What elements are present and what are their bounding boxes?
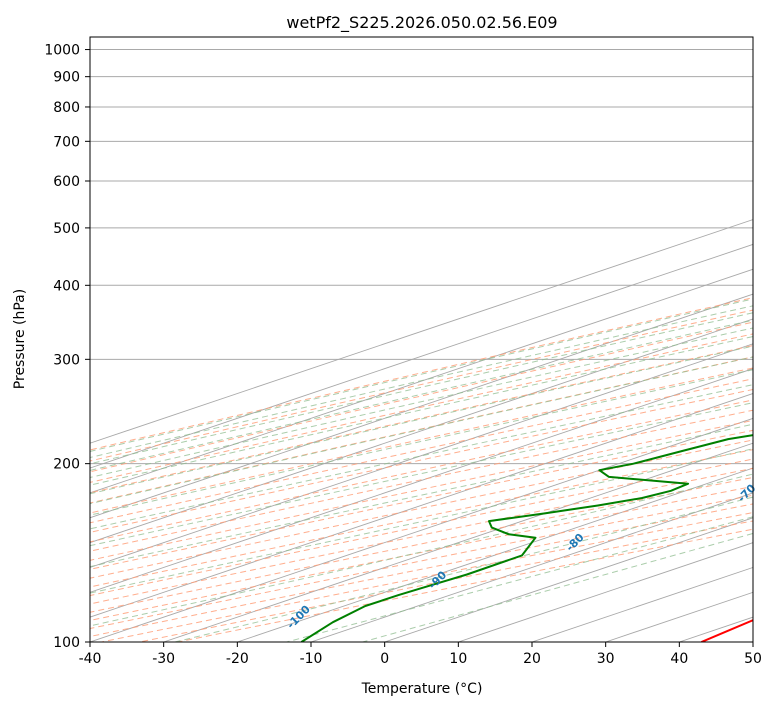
chart-title: wetPf2_S225.2026.050.02.56.E09 (286, 13, 557, 33)
x-tick-label: 0 (380, 651, 389, 667)
isotherm-line (90, 268, 753, 494)
isotherm-line (90, 393, 753, 618)
isotherm-line (90, 243, 753, 469)
y-axis-label: Pressure (hPa) (12, 289, 28, 389)
x-axis-label: Temperature (°C) (361, 681, 483, 697)
y-tick-label: 500 (53, 221, 80, 237)
isotherm-line (752, 641, 753, 642)
dry-adiabat-line (90, 476, 753, 613)
dry-adiabat-line (139, 520, 753, 642)
dry-adiabat-label: -100 (284, 603, 313, 632)
moist-adiabat-line (90, 369, 753, 516)
isotherm-line (384, 517, 753, 642)
moist-adiabat-line (90, 356, 753, 505)
y-tick-label: 800 (53, 100, 80, 116)
isotherm-line (90, 318, 753, 544)
moist-adiabat-line (90, 384, 753, 530)
isotherm-line (310, 492, 753, 642)
dry-adiabat-line (90, 388, 753, 533)
x-tick-label: 20 (523, 651, 541, 667)
dry-adiabat-line (177, 528, 753, 642)
moist-adiabat-line (90, 298, 753, 452)
isotherm-line (90, 368, 753, 593)
y-tick-label: 300 (53, 352, 80, 368)
dry-adiabat-line (90, 367, 753, 514)
series-layer (300, 434, 753, 642)
dewpoint-line (300, 434, 753, 642)
x-tick-label: 30 (597, 651, 615, 667)
y-tick-label: 700 (53, 134, 80, 150)
y-tick-label: 600 (53, 174, 80, 190)
axis-ticks: -40 -30 -20 -10 0 10 20 30 40 5010020030040050060… (44, 43, 762, 667)
x-tick-label: -30 (152, 651, 175, 667)
temperature-line (701, 619, 753, 642)
dry-adiabat-line (90, 503, 753, 638)
x-tick-label: 40 (670, 651, 688, 667)
x-tick-label: -20 (226, 651, 249, 667)
isotherm-line (90, 417, 753, 642)
dry-adiabat-line (101, 511, 753, 642)
isotherm-line (90, 219, 753, 444)
isotherm-line (163, 442, 753, 642)
y-tick-label: 900 (53, 70, 80, 86)
dry-adiabat-line (90, 345, 753, 494)
x-tick-label: 50 (744, 651, 762, 667)
y-tick-label: 200 (53, 457, 80, 473)
dry-adiabat-label: -80 (563, 531, 586, 554)
y-tick-label: 1000 (44, 43, 80, 59)
isotherm-line (237, 467, 753, 642)
y-tick-label: 100 (53, 635, 80, 651)
x-tick-label: -10 (300, 651, 323, 667)
x-tick-label: -40 (79, 651, 102, 667)
dry-adiabat-line (90, 309, 753, 462)
y-tick-label: 400 (53, 278, 80, 294)
moist-adiabat-line (174, 496, 753, 642)
dry-adiabat-line (90, 333, 753, 483)
x-tick-label: 10 (449, 651, 467, 667)
isotherm-line (90, 343, 753, 568)
moist-adiabat-line (90, 336, 753, 486)
moist-adiabat-line (90, 327, 753, 479)
dry-adiabat-label: -70 (735, 481, 758, 504)
plot-frame (89, 36, 754, 643)
plot-area (90, 49, 753, 642)
moist-adiabat-line (90, 319, 753, 471)
